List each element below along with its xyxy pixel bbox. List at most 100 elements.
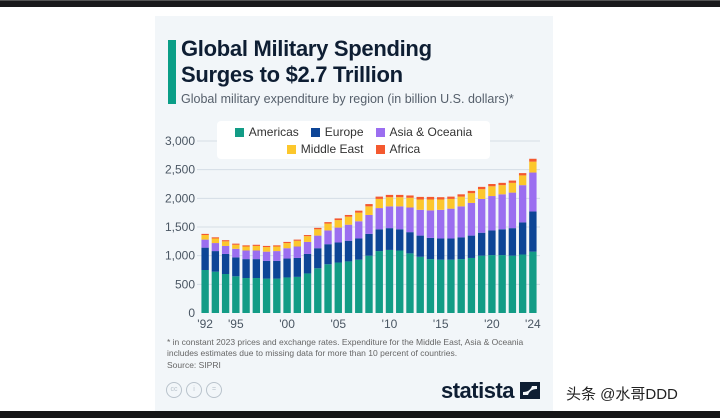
title-line-1: Global Military Spending	[181, 36, 432, 61]
bar-middle-east-2010	[385, 197, 394, 207]
bar-middle-east-1995	[232, 244, 240, 249]
y-tick-label: 3,000	[165, 134, 195, 148]
x-tick-label: '00	[279, 317, 295, 331]
bar-asia-oceania-2000	[283, 248, 291, 259]
bar-americas-2008	[365, 255, 373, 313]
bar-asia-oceania-2014	[426, 210, 435, 238]
bar-americas-2018	[467, 257, 476, 313]
bar-americas-2012	[406, 253, 414, 313]
bar-europe-2011	[396, 229, 404, 251]
bar-asia-oceania-2009	[375, 208, 383, 230]
bar-asia-oceania-2004	[324, 230, 332, 245]
bar-europe-2019	[477, 232, 486, 256]
bar-asia-oceania-2008	[365, 214, 373, 234]
bar-europe-1994	[221, 253, 230, 275]
bar-africa-2006	[344, 214, 353, 217]
bar-europe-1996	[242, 259, 250, 279]
bar-americas-1996	[242, 278, 250, 313]
watermark: 头条 @水哥DDD	[566, 386, 678, 403]
bar-americas-2011	[396, 250, 404, 313]
bar-africa-2008	[365, 204, 373, 207]
bar-africa-2019	[477, 186, 486, 190]
legend-label: Africa	[389, 142, 421, 156]
bar-europe-2020	[488, 230, 496, 256]
bar-americas-2024	[529, 251, 537, 313]
legend-label: Europe	[324, 125, 364, 139]
bar-americas-1992	[201, 270, 209, 313]
bar-americas-1998	[262, 278, 271, 313]
bar-africa-2009	[375, 196, 383, 199]
bar-africa-2000	[283, 241, 291, 244]
bar-americas-2007	[355, 259, 363, 313]
x-tick-label: '24	[525, 317, 541, 331]
bar-asia-oceania-1999	[273, 251, 281, 261]
bar-asia-oceania-1993	[211, 243, 220, 252]
y-tick-label: 0	[188, 306, 195, 320]
bar-middle-east-1999	[273, 246, 281, 252]
bar-middle-east-2018	[467, 193, 476, 203]
bar-middle-east-1996	[242, 246, 250, 251]
bar-africa-1995	[232, 243, 240, 245]
bar-europe-2018	[467, 235, 476, 258]
bar-europe-2000	[283, 258, 291, 278]
bar-europe-2003	[314, 248, 322, 269]
bar-africa-1992	[201, 233, 209, 236]
bar-africa-2022	[508, 180, 517, 183]
bar-americas-2004	[324, 264, 332, 313]
footnote: * in constant 2023 prices and exchange r…	[167, 337, 524, 358]
no-derivatives-icon[interactable]: =	[206, 382, 222, 398]
bar-asia-oceania-2005	[334, 227, 342, 243]
infographic-card	[155, 16, 553, 411]
bar-asia-oceania-2017	[457, 206, 465, 238]
bar-asia-oceania-1992	[201, 239, 209, 248]
statista-logo-icon[interactable]	[520, 382, 540, 399]
bar-europe-1995	[232, 257, 240, 277]
bar-middle-east-2012	[406, 197, 414, 208]
bar-europe-2007	[355, 238, 363, 260]
attribution-icon[interactable]: i	[186, 382, 202, 398]
legend-item-africa: Africa	[375, 142, 421, 156]
bar-middle-east-2011	[396, 197, 404, 207]
bar-middle-east-2023	[518, 175, 527, 186]
bar-americas-2015	[437, 259, 445, 313]
bar-americas-2003	[314, 268, 322, 313]
bar-americas-2014	[426, 259, 435, 313]
bar-africa-2016	[447, 196, 455, 199]
bar-europe-2004	[324, 244, 332, 265]
source-note: Source: SIPRI	[167, 360, 221, 370]
bar-africa-2011	[396, 194, 404, 198]
bar-africa-1999	[273, 245, 281, 247]
x-tick-label: '20	[484, 317, 500, 331]
bar-africa-2007	[355, 210, 363, 213]
bar-middle-east-2022	[508, 182, 517, 193]
bar-middle-east-2004	[324, 223, 332, 231]
creative-commons-icon[interactable]: cc	[166, 382, 182, 398]
x-tick-label: '10	[382, 317, 398, 331]
bar-asia-oceania-2001	[293, 246, 301, 258]
bar-middle-east-2000	[283, 243, 291, 249]
bar-americas-2006	[344, 261, 353, 313]
window-top-bar	[0, 0, 720, 7]
bar-asia-oceania-2012	[406, 207, 414, 233]
bar-asia-oceania-2013	[416, 209, 424, 236]
license-icons: cc i =	[166, 382, 222, 398]
bar-asia-oceania-2019	[477, 198, 486, 233]
bar-asia-oceania-2024	[529, 172, 537, 212]
legend-label: Middle East	[300, 142, 364, 156]
bar-africa-2013	[416, 196, 424, 200]
bar-asia-oceania-2015	[437, 209, 445, 239]
bar-africa-2005	[334, 218, 342, 221]
bar-americas-2013	[416, 256, 424, 313]
legend-swatch-africa	[375, 144, 385, 154]
bar-asia-oceania-1997	[252, 250, 261, 260]
bar-middle-east-2009	[375, 198, 383, 209]
bar-europe-2013	[416, 235, 424, 257]
bar-middle-east-2003	[314, 229, 322, 236]
bar-americas-2005	[334, 262, 342, 313]
bar-asia-oceania-1994	[221, 245, 230, 254]
x-tick-label: '15	[433, 317, 449, 331]
legend-swatch-asia-oceania	[375, 127, 385, 137]
statista-logo-text[interactable]: statista	[441, 378, 515, 403]
bar-europe-1993	[211, 251, 220, 272]
